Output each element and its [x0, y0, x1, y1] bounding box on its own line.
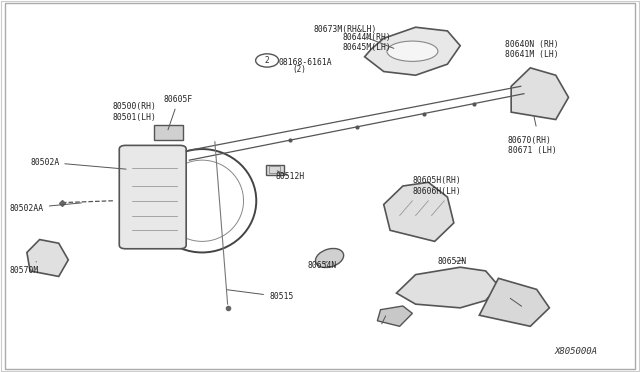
- Text: 80605F: 80605F: [164, 95, 193, 130]
- Text: 80644M(RH)
80645M(LH): 80644M(RH) 80645M(LH): [342, 33, 391, 52]
- Polygon shape: [365, 27, 460, 75]
- Polygon shape: [27, 240, 68, 276]
- Text: 2: 2: [265, 56, 269, 65]
- Ellipse shape: [387, 41, 438, 61]
- Polygon shape: [396, 267, 499, 308]
- Text: 80673M(RH&LH): 80673M(RH&LH): [314, 25, 394, 48]
- Text: 80570M: 80570M: [10, 262, 39, 275]
- Polygon shape: [511, 68, 568, 119]
- Text: 08168-6161A: 08168-6161A: [278, 58, 332, 67]
- Text: (2): (2): [292, 65, 306, 74]
- Bar: [154, 125, 183, 140]
- Text: 80502AA: 80502AA: [10, 203, 81, 213]
- Bar: [266, 164, 284, 175]
- Text: 80515: 80515: [227, 290, 293, 301]
- FancyBboxPatch shape: [119, 145, 186, 249]
- Bar: [269, 166, 280, 173]
- Text: 80512H: 80512H: [275, 171, 305, 181]
- Text: 80500(RH)
80501(LH): 80500(RH) 80501(LH): [113, 102, 157, 122]
- Text: 80640N (RH)
80641M (LH): 80640N (RH) 80641M (LH): [505, 40, 559, 59]
- Text: 80670(RH)
80671 (LH): 80670(RH) 80671 (LH): [508, 136, 557, 155]
- Text: 80502A: 80502A: [30, 157, 126, 169]
- Ellipse shape: [316, 248, 344, 267]
- Polygon shape: [479, 278, 549, 326]
- Text: 80654N: 80654N: [307, 261, 337, 270]
- Polygon shape: [378, 306, 412, 326]
- Text: 80652N: 80652N: [438, 257, 467, 266]
- Polygon shape: [384, 182, 454, 241]
- Text: 80605H(RH)
80606H(LH): 80605H(RH) 80606H(LH): [412, 176, 461, 196]
- Text: X805000A: X805000A: [554, 347, 597, 356]
